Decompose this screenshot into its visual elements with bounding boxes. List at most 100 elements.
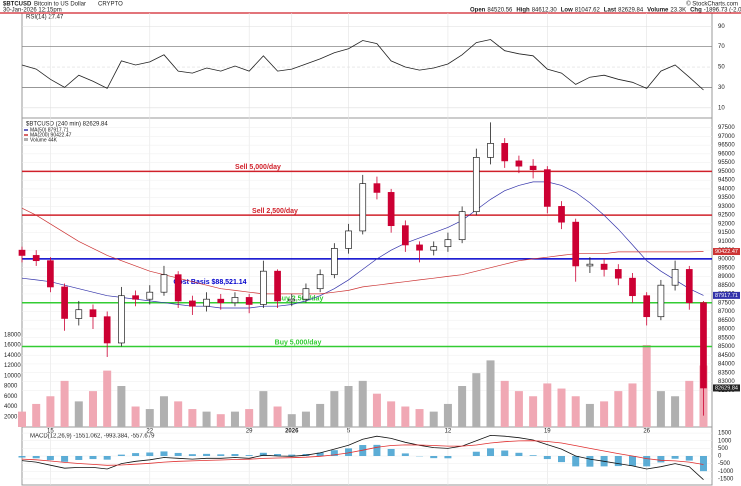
volume-bar <box>600 401 609 427</box>
y-tick-label: 95000 <box>718 169 735 175</box>
y-tick-label: 1500 <box>718 431 732 437</box>
histogram-bar <box>245 455 253 456</box>
candle-body <box>103 316 111 344</box>
quote-label: Last <box>604 8 616 14</box>
y-tick-label: 1000 <box>718 438 732 444</box>
y-tick-label: 94500 <box>718 178 735 184</box>
volume-bar <box>543 383 552 427</box>
candle-body <box>61 286 68 319</box>
candle-body <box>472 157 480 213</box>
y-tick-label: 84500 <box>718 353 735 359</box>
y-tick-label: 30 <box>718 85 725 91</box>
candle-body <box>203 298 210 307</box>
legend-label: MA(200) 90422.47 <box>30 132 72 138</box>
quote-label: Chg <box>690 8 702 14</box>
candle-body <box>600 263 608 270</box>
candle-body <box>345 230 352 249</box>
volume-tick-label: 4000 <box>4 404 18 410</box>
macd-line <box>21 440 704 466</box>
histogram-bar <box>231 454 239 456</box>
histogram-bar <box>699 456 707 472</box>
level-label: Buy 5,000/day <box>275 339 322 346</box>
histogram-bar <box>146 452 154 456</box>
histogram-bar <box>330 450 338 456</box>
histogram-bar <box>657 456 665 463</box>
volume-bar <box>458 386 467 427</box>
price-box-label: 82629.84 <box>715 385 738 391</box>
volume-bar <box>188 409 197 427</box>
candle-body <box>32 255 40 262</box>
candle-body <box>231 297 239 304</box>
volume-bar <box>174 401 183 427</box>
candle-body <box>487 143 494 158</box>
candle-body <box>89 309 97 318</box>
volume-bar <box>557 388 566 427</box>
volume-bar <box>88 391 97 427</box>
y-tick-label: 86000 <box>718 327 735 333</box>
level-label: Buy 2,500/day <box>277 296 324 303</box>
volume-bar <box>585 403 594 427</box>
moving-average <box>21 207 704 295</box>
legend-label: Volume 44K <box>30 137 58 143</box>
level-label: Cost Basis $88,521.14 <box>173 279 246 286</box>
histogram-bar <box>174 452 182 456</box>
y-tick-label: 89000 <box>718 274 735 280</box>
volume-bar <box>330 391 339 427</box>
candle-body <box>401 225 409 246</box>
x-tick-label: 26 <box>643 429 650 435</box>
histogram-bar <box>160 451 168 456</box>
x-tick-label: 5 <box>347 429 351 435</box>
candle-body <box>586 263 594 267</box>
candle-body <box>444 239 452 248</box>
symbol: $BTCUSD <box>3 2 32 8</box>
volume-bar <box>316 403 325 427</box>
volume-bar <box>18 411 26 427</box>
y-tick-label: 10 <box>718 105 725 111</box>
candle-body <box>217 298 225 304</box>
volume-bar <box>401 406 410 427</box>
candle-body <box>18 249 26 256</box>
histogram-bar <box>643 456 651 467</box>
candle-body <box>700 302 707 389</box>
histogram-bar <box>430 456 438 459</box>
histogram-bar <box>614 456 622 467</box>
y-tick-label: 92500 <box>718 213 735 219</box>
candle-body <box>458 211 466 241</box>
quote-value: 81047.62 <box>575 8 601 14</box>
volume-bar <box>415 409 424 427</box>
candle-body <box>543 169 551 207</box>
candle-body <box>260 270 267 305</box>
volume-bar <box>443 403 452 427</box>
volume-bar <box>656 391 665 427</box>
histogram-bar <box>558 456 566 463</box>
histogram-bar <box>316 452 324 456</box>
legend-label: MA(50) 87917.71 <box>30 127 69 133</box>
quote-value: -1896.73 (-2.01%) <box>704 8 741 14</box>
volume-bar <box>301 411 310 427</box>
candle-body <box>146 291 154 300</box>
quote: Open 84520.56 High 84612.30 Low 81047.62 Last 8… <box>470 8 741 14</box>
histogram-bar <box>288 454 296 456</box>
y-tick-label: 86500 <box>718 318 735 324</box>
volume-bar <box>614 391 623 427</box>
histogram-bar <box>203 453 211 456</box>
y-tick-label: 89500 <box>718 265 735 271</box>
candle-body <box>671 269 679 286</box>
candle-body <box>387 192 395 227</box>
volume-tick-label: 12000 <box>4 363 21 369</box>
histogram-bar <box>472 451 480 456</box>
histogram-bar <box>515 452 523 456</box>
volume-tick-label: 2000 <box>4 414 18 420</box>
histogram-bar <box>259 452 267 456</box>
y-tick-label: 97500 <box>718 125 735 131</box>
quote-value: 82629.84 <box>618 8 644 14</box>
histogram-bar <box>89 456 97 460</box>
histogram-bar <box>685 456 693 461</box>
y-tick-label: 83500 <box>718 370 735 376</box>
volume-tick-label: 14000 <box>4 353 21 359</box>
volume-tick-label: 6000 <box>4 394 18 400</box>
histogram-bar <box>117 454 125 456</box>
quote-label: Volume <box>647 8 669 14</box>
candle-body <box>614 269 622 279</box>
